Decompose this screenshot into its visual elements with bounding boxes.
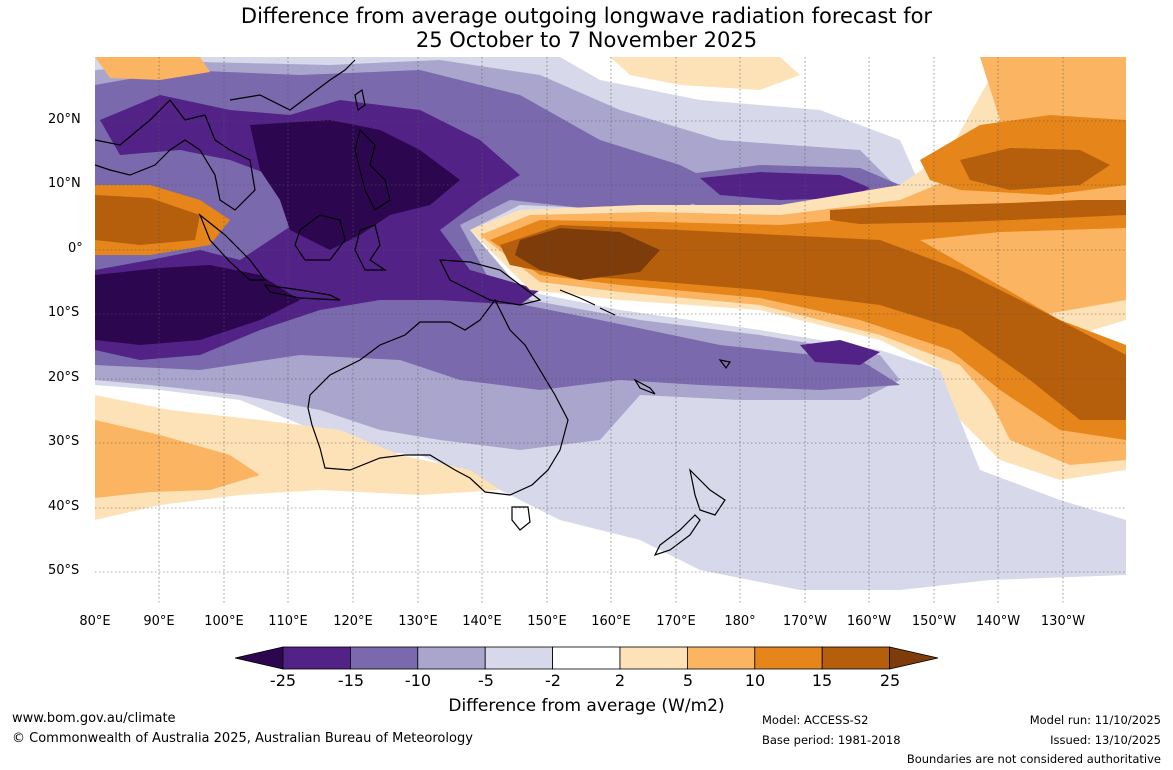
- footer-disclaimer: Boundaries are not considered authoritat…: [906, 752, 1161, 766]
- lon-label: 130°W: [1040, 614, 1086, 629]
- sulawesi-coastline: [354, 224, 387, 271]
- lat-label: 40°S: [48, 499, 80, 514]
- australia-coastline: [307, 298, 569, 496]
- lon-label: 170°W: [782, 614, 828, 629]
- anomaly-region-orange-south-indian: [95, 420, 260, 498]
- lon-label: 80°E: [79, 614, 111, 629]
- lon-label: 110°E: [268, 614, 308, 629]
- footer-copyright: © Commonwealth of Australia 2025, Austra…: [12, 731, 473, 746]
- title-line-1: Difference from average outgoing longwav…: [240, 4, 933, 28]
- lon-label: 140°E: [462, 614, 502, 629]
- footer-issued: Issued: 13/10/2025: [1050, 733, 1161, 747]
- fiji-coastline: [718, 359, 731, 370]
- colorbar-swatch: [417, 646, 486, 670]
- new-caledonia-coastline: [633, 378, 656, 395]
- colorbar-tick: 5: [682, 671, 694, 690]
- colorbar-tick: -10: [404, 671, 432, 690]
- anomaly-region-light-orange-north-central: [610, 57, 800, 90]
- graticule: [95, 57, 1126, 605]
- colorbar-swatch: [687, 646, 756, 670]
- taiwan-coastline: [354, 88, 366, 112]
- lat-label: 10°S: [48, 305, 80, 320]
- lat-label: 20°N: [48, 112, 81, 127]
- colorbar-tick: -2: [545, 671, 561, 690]
- colorbar-extend-low: [234, 646, 284, 670]
- colorbar-tick: -5: [478, 671, 494, 690]
- anomaly-region-brown-indian-ocean: [95, 195, 200, 245]
- colorbar-tick: 15: [811, 671, 833, 690]
- lon-label: 130°E: [398, 614, 438, 629]
- lon-label: 160°W: [846, 614, 892, 629]
- anomaly-region-darkest-purple-indian-ocean: [95, 265, 300, 345]
- anomaly-shading: [95, 57, 1126, 590]
- colorbar-tick: 2: [614, 671, 626, 690]
- map-title: Difference from average outgoing longwav…: [0, 4, 1173, 52]
- anomaly-region-brown-equatorial-band: [830, 200, 1126, 224]
- colorbar-swatch: [754, 646, 823, 670]
- title-line-2: 25 October to 7 November 2025: [415, 28, 758, 52]
- lon-label: 180°: [724, 614, 756, 629]
- lon-label: 150°E: [527, 614, 567, 629]
- colorbar-swatch: [619, 646, 688, 670]
- colorbar-swatch: [821, 646, 891, 670]
- lon-label: 150°W: [911, 614, 957, 629]
- tasmania-coastline: [511, 506, 531, 531]
- footer-model-run: Model run: 11/10/2025: [1029, 713, 1161, 727]
- colorbar-tick: 25: [879, 671, 901, 690]
- java-coastline: [263, 284, 341, 301]
- lat-label: 50°S: [48, 563, 80, 578]
- lat-label: 30°S: [48, 434, 80, 449]
- philippines-coastline: [354, 128, 391, 211]
- lat-label: 20°S: [48, 370, 80, 385]
- anomaly-region-deep-purple-south-pacific: [800, 340, 880, 365]
- colorbar-extend-high: [889, 646, 939, 670]
- olr-anomaly-map: [95, 57, 1126, 605]
- anomaly-region-darkest-brown-equatorial: [515, 228, 660, 280]
- lon-label: 140°W: [975, 614, 1021, 629]
- anomaly-region-brown-north-pacific: [960, 148, 1110, 190]
- lon-label: 170°E: [656, 614, 696, 629]
- colorbar-swatch: [349, 646, 419, 670]
- anomaly-region-orange-north-west: [95, 57, 210, 80]
- coastlines: [95, 59, 731, 557]
- colorbar-swatch: [552, 646, 621, 670]
- new-guinea-coastline: [438, 259, 542, 306]
- lon-label: 100°E: [204, 614, 244, 629]
- colorbar-tick: -25: [269, 671, 297, 690]
- new-zealand-south-island-coastline: [653, 514, 701, 557]
- new-zealand-north-island-coastline: [689, 468, 726, 516]
- colorbar: [234, 646, 939, 670]
- sumatra-coastline: [198, 213, 267, 281]
- colorbar-title: Difference from average (W/m2): [448, 696, 725, 716]
- colorbar-tick: -15: [337, 671, 365, 690]
- lon-label: 120°E: [333, 614, 373, 629]
- colorbar-swatch: [282, 646, 351, 670]
- anomaly-region-brown-equatorial: [500, 225, 1126, 420]
- colorbar-swatch: [484, 646, 554, 670]
- footer-model: Model: ACCESS-S2: [762, 713, 869, 727]
- lat-label: 0°: [68, 241, 83, 256]
- colorbar-swatches: [234, 646, 939, 670]
- borneo-coastline: [294, 214, 346, 261]
- lon-label: 160°E: [591, 614, 631, 629]
- lon-label: 90°E: [143, 614, 175, 629]
- footer-base-period: Base period: 1981-2018: [762, 733, 901, 747]
- anomaly-region-deep-purple-north-pacific: [700, 172, 870, 200]
- mainland-asia-coastline: [95, 59, 356, 211]
- lat-label: 10°N: [48, 176, 81, 191]
- footer-url[interactable]: www.bom.gov.au/climate: [12, 711, 176, 726]
- colorbar-tick: 10: [744, 671, 766, 690]
